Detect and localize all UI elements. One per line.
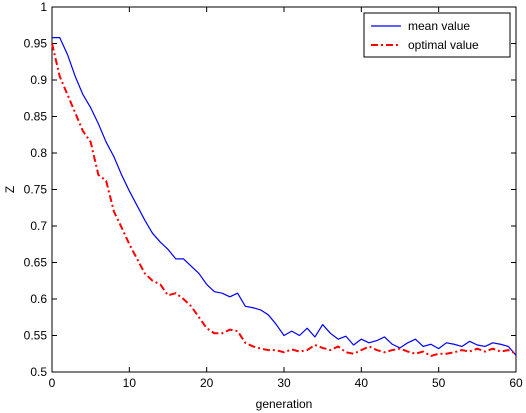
legend-label: optimal value [408, 38, 479, 52]
y-axis-label: Z [3, 186, 17, 193]
x-tick-label: 50 [432, 376, 446, 390]
y-tick-label: 0.7 [30, 219, 47, 233]
legend: mean value optimal value [363, 12, 511, 58]
y-tick-label: 0.85 [24, 110, 48, 124]
x-axis-label: generation [256, 397, 313, 411]
series-line-optimal-value [51, 43, 517, 357]
plot-area [51, 6, 517, 373]
y-tick-label: 0.8 [30, 146, 47, 160]
x-tick-label: 30 [277, 376, 291, 390]
y-tick-label: 0.65 [24, 256, 48, 270]
x-tick-label: 60 [509, 376, 523, 390]
y-tick-label: 0.95 [24, 37, 48, 51]
y-tick-label: 0.55 [24, 329, 48, 343]
y-tick-label: 0.9 [30, 73, 47, 87]
y-tick-label: 0.75 [24, 183, 48, 197]
x-tick-label: 0 [49, 376, 56, 390]
axis-ticks: 0 10 20 30 40 50 60 0.5 0.55 0.6 0.65 0.7 0.75 0.8 0.8… [24, 0, 523, 390]
y-tick-label: 0.5 [30, 365, 47, 379]
x-tick-label: 40 [355, 376, 369, 390]
legend-label: mean value [408, 19, 470, 33]
y-tick-label: 1 [40, 0, 47, 14]
series-line-mean-value [52, 37, 517, 356]
x-tick-label: 20 [200, 376, 214, 390]
y-tick-label: 0.6 [30, 292, 47, 306]
x-tick-label: 10 [123, 376, 137, 390]
legend-box [363, 12, 511, 58]
series-group [51, 37, 517, 357]
